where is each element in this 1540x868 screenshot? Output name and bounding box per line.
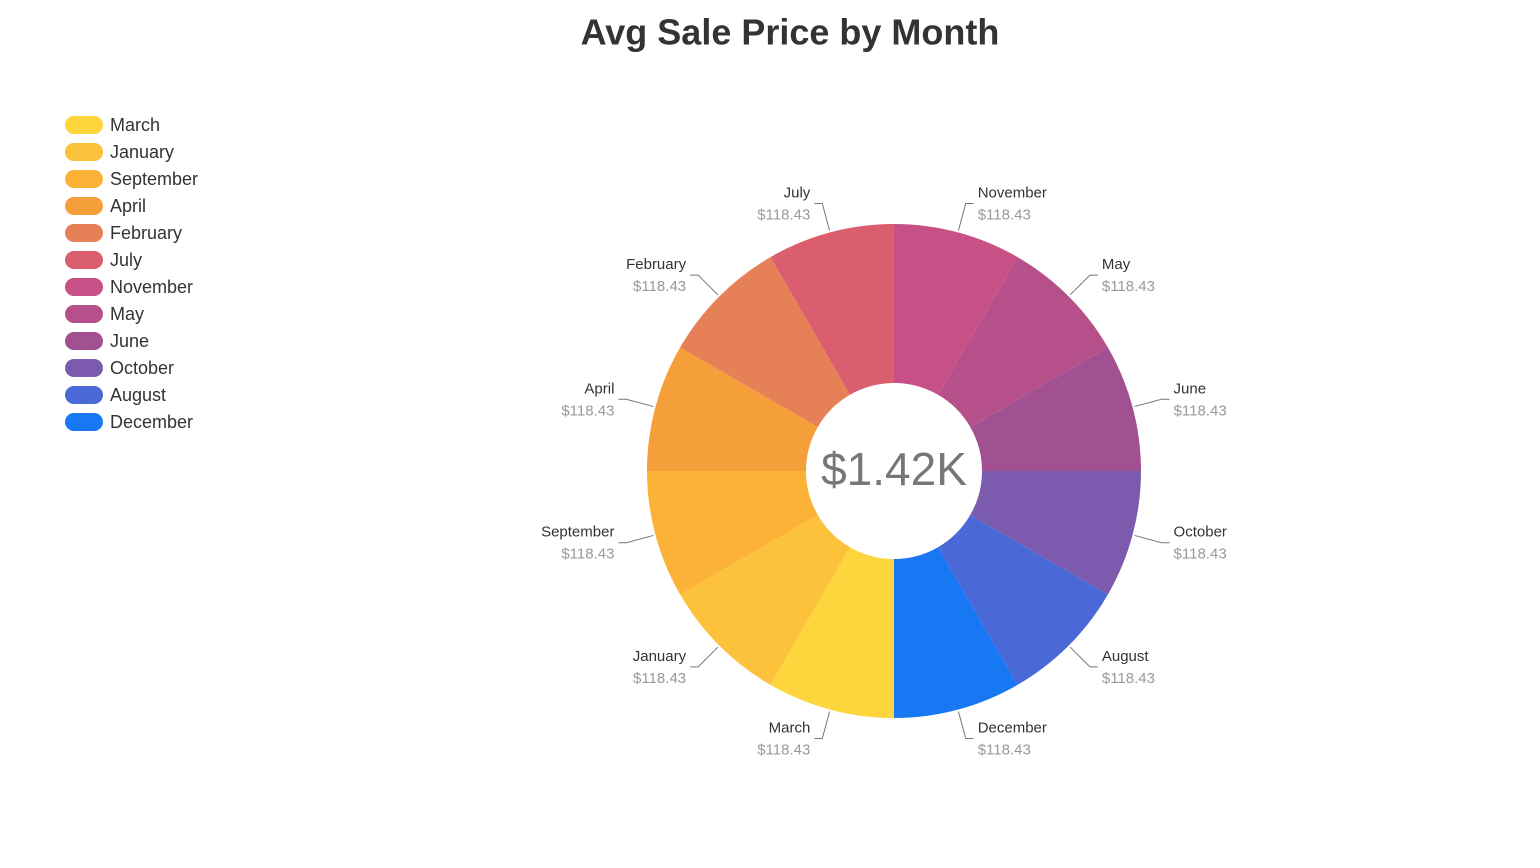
value-label: $118.43 (633, 278, 686, 295)
pie-slice (680, 257, 850, 427)
value-label: $118.43 (1102, 278, 1155, 295)
value-label: $118.43 (633, 670, 686, 687)
slice-label: August (1102, 648, 1150, 665)
legend-swatch (65, 116, 103, 134)
leader-line (814, 711, 831, 740)
legend-label: August (110, 385, 166, 405)
value-label: $118.43 (561, 402, 614, 419)
slice-label: February (626, 256, 687, 273)
value-label: $118.43 (1174, 546, 1227, 563)
legend-label: September (110, 169, 198, 189)
legend-label: April (110, 196, 146, 216)
value-label: $118.43 (1102, 670, 1155, 687)
pie-slice (894, 224, 1018, 395)
leader-line (1134, 398, 1170, 408)
legend-label: February (110, 223, 182, 243)
value-label: $118.43 (1174, 402, 1227, 419)
legend-label: May (110, 304, 144, 324)
slice-label: June (1174, 380, 1207, 397)
legend-swatch (65, 170, 103, 188)
slice-label: April (584, 380, 614, 397)
legend-label: July (110, 250, 142, 270)
leader-line (1069, 646, 1098, 668)
legend-label: December (110, 412, 193, 432)
leader-line (814, 202, 831, 231)
pie-slice (938, 257, 1108, 427)
pie-slice (894, 547, 1018, 718)
leader-line (1134, 534, 1170, 544)
pie-slice (680, 515, 850, 685)
slice-label: September (541, 524, 614, 541)
legend-swatch (65, 413, 103, 431)
legend-swatch (65, 332, 103, 350)
pie-slice (970, 471, 1141, 595)
legend-label: January (110, 142, 174, 162)
pie-slice (938, 515, 1108, 685)
legend-label: June (110, 331, 149, 351)
value-label: $118.43 (561, 546, 614, 563)
pie-slice (647, 471, 818, 595)
value-label: $118.43 (978, 206, 1031, 223)
value-label: $118.43 (978, 742, 1031, 759)
slice-label: January (633, 648, 687, 665)
legend-swatch (65, 305, 103, 323)
slice-label: July (784, 184, 811, 201)
legend-label: October (110, 358, 174, 378)
slice-label: October (1174, 524, 1227, 541)
leader-line (957, 711, 974, 740)
slice-label: March (769, 720, 811, 737)
slice-label: May (1102, 256, 1131, 273)
pie-slice (970, 347, 1141, 471)
legend-label: November (110, 277, 193, 297)
center-label: $1.42K (821, 443, 967, 495)
value-label: $118.43 (757, 206, 810, 223)
legend-swatch (65, 143, 103, 161)
leader-line (618, 534, 654, 544)
legend-swatch (65, 278, 103, 296)
slice-label: November (978, 184, 1047, 201)
pie-slice (647, 347, 818, 471)
chart-title: Avg Sale Price by Month (581, 12, 1000, 53)
legend-swatch (65, 386, 103, 404)
legend-swatch (65, 251, 103, 269)
leader-line (1069, 274, 1098, 296)
legend-swatch (65, 359, 103, 377)
pie-slice (770, 547, 894, 718)
legend-label: March (110, 115, 160, 135)
leader-line (690, 274, 719, 296)
leader-line (957, 202, 974, 231)
pie-slice (770, 224, 894, 395)
value-label: $118.43 (757, 742, 810, 759)
slice-label: December (978, 720, 1047, 737)
leader-line (618, 398, 654, 408)
legend-swatch (65, 224, 103, 242)
legend-swatch (65, 197, 103, 215)
leader-line (690, 646, 719, 668)
